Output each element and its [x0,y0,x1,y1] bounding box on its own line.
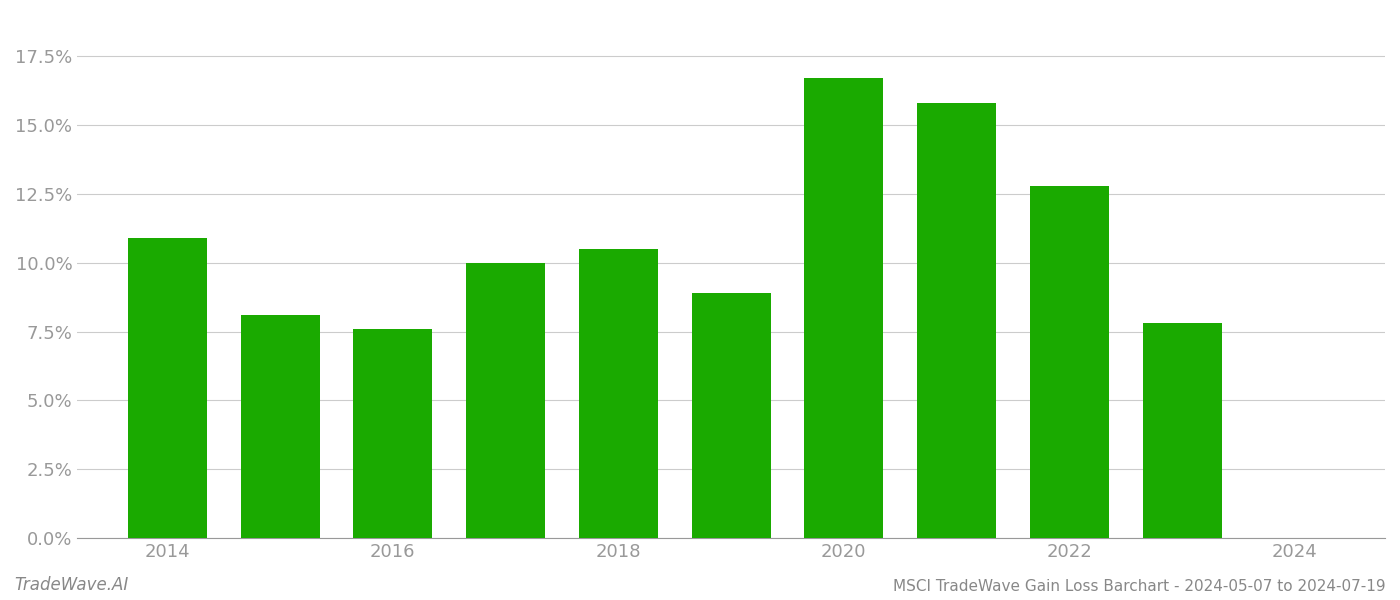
Text: MSCI TradeWave Gain Loss Barchart - 2024-05-07 to 2024-07-19: MSCI TradeWave Gain Loss Barchart - 2024… [893,579,1386,594]
Bar [692,293,770,538]
Bar [578,249,658,538]
Bar [805,79,883,538]
Bar [1142,323,1222,538]
Bar [353,329,433,538]
Bar [466,263,545,538]
Bar [917,103,995,538]
Bar [127,238,207,538]
Bar [1030,186,1109,538]
Text: TradeWave.AI: TradeWave.AI [14,576,129,594]
Bar [241,315,319,538]
